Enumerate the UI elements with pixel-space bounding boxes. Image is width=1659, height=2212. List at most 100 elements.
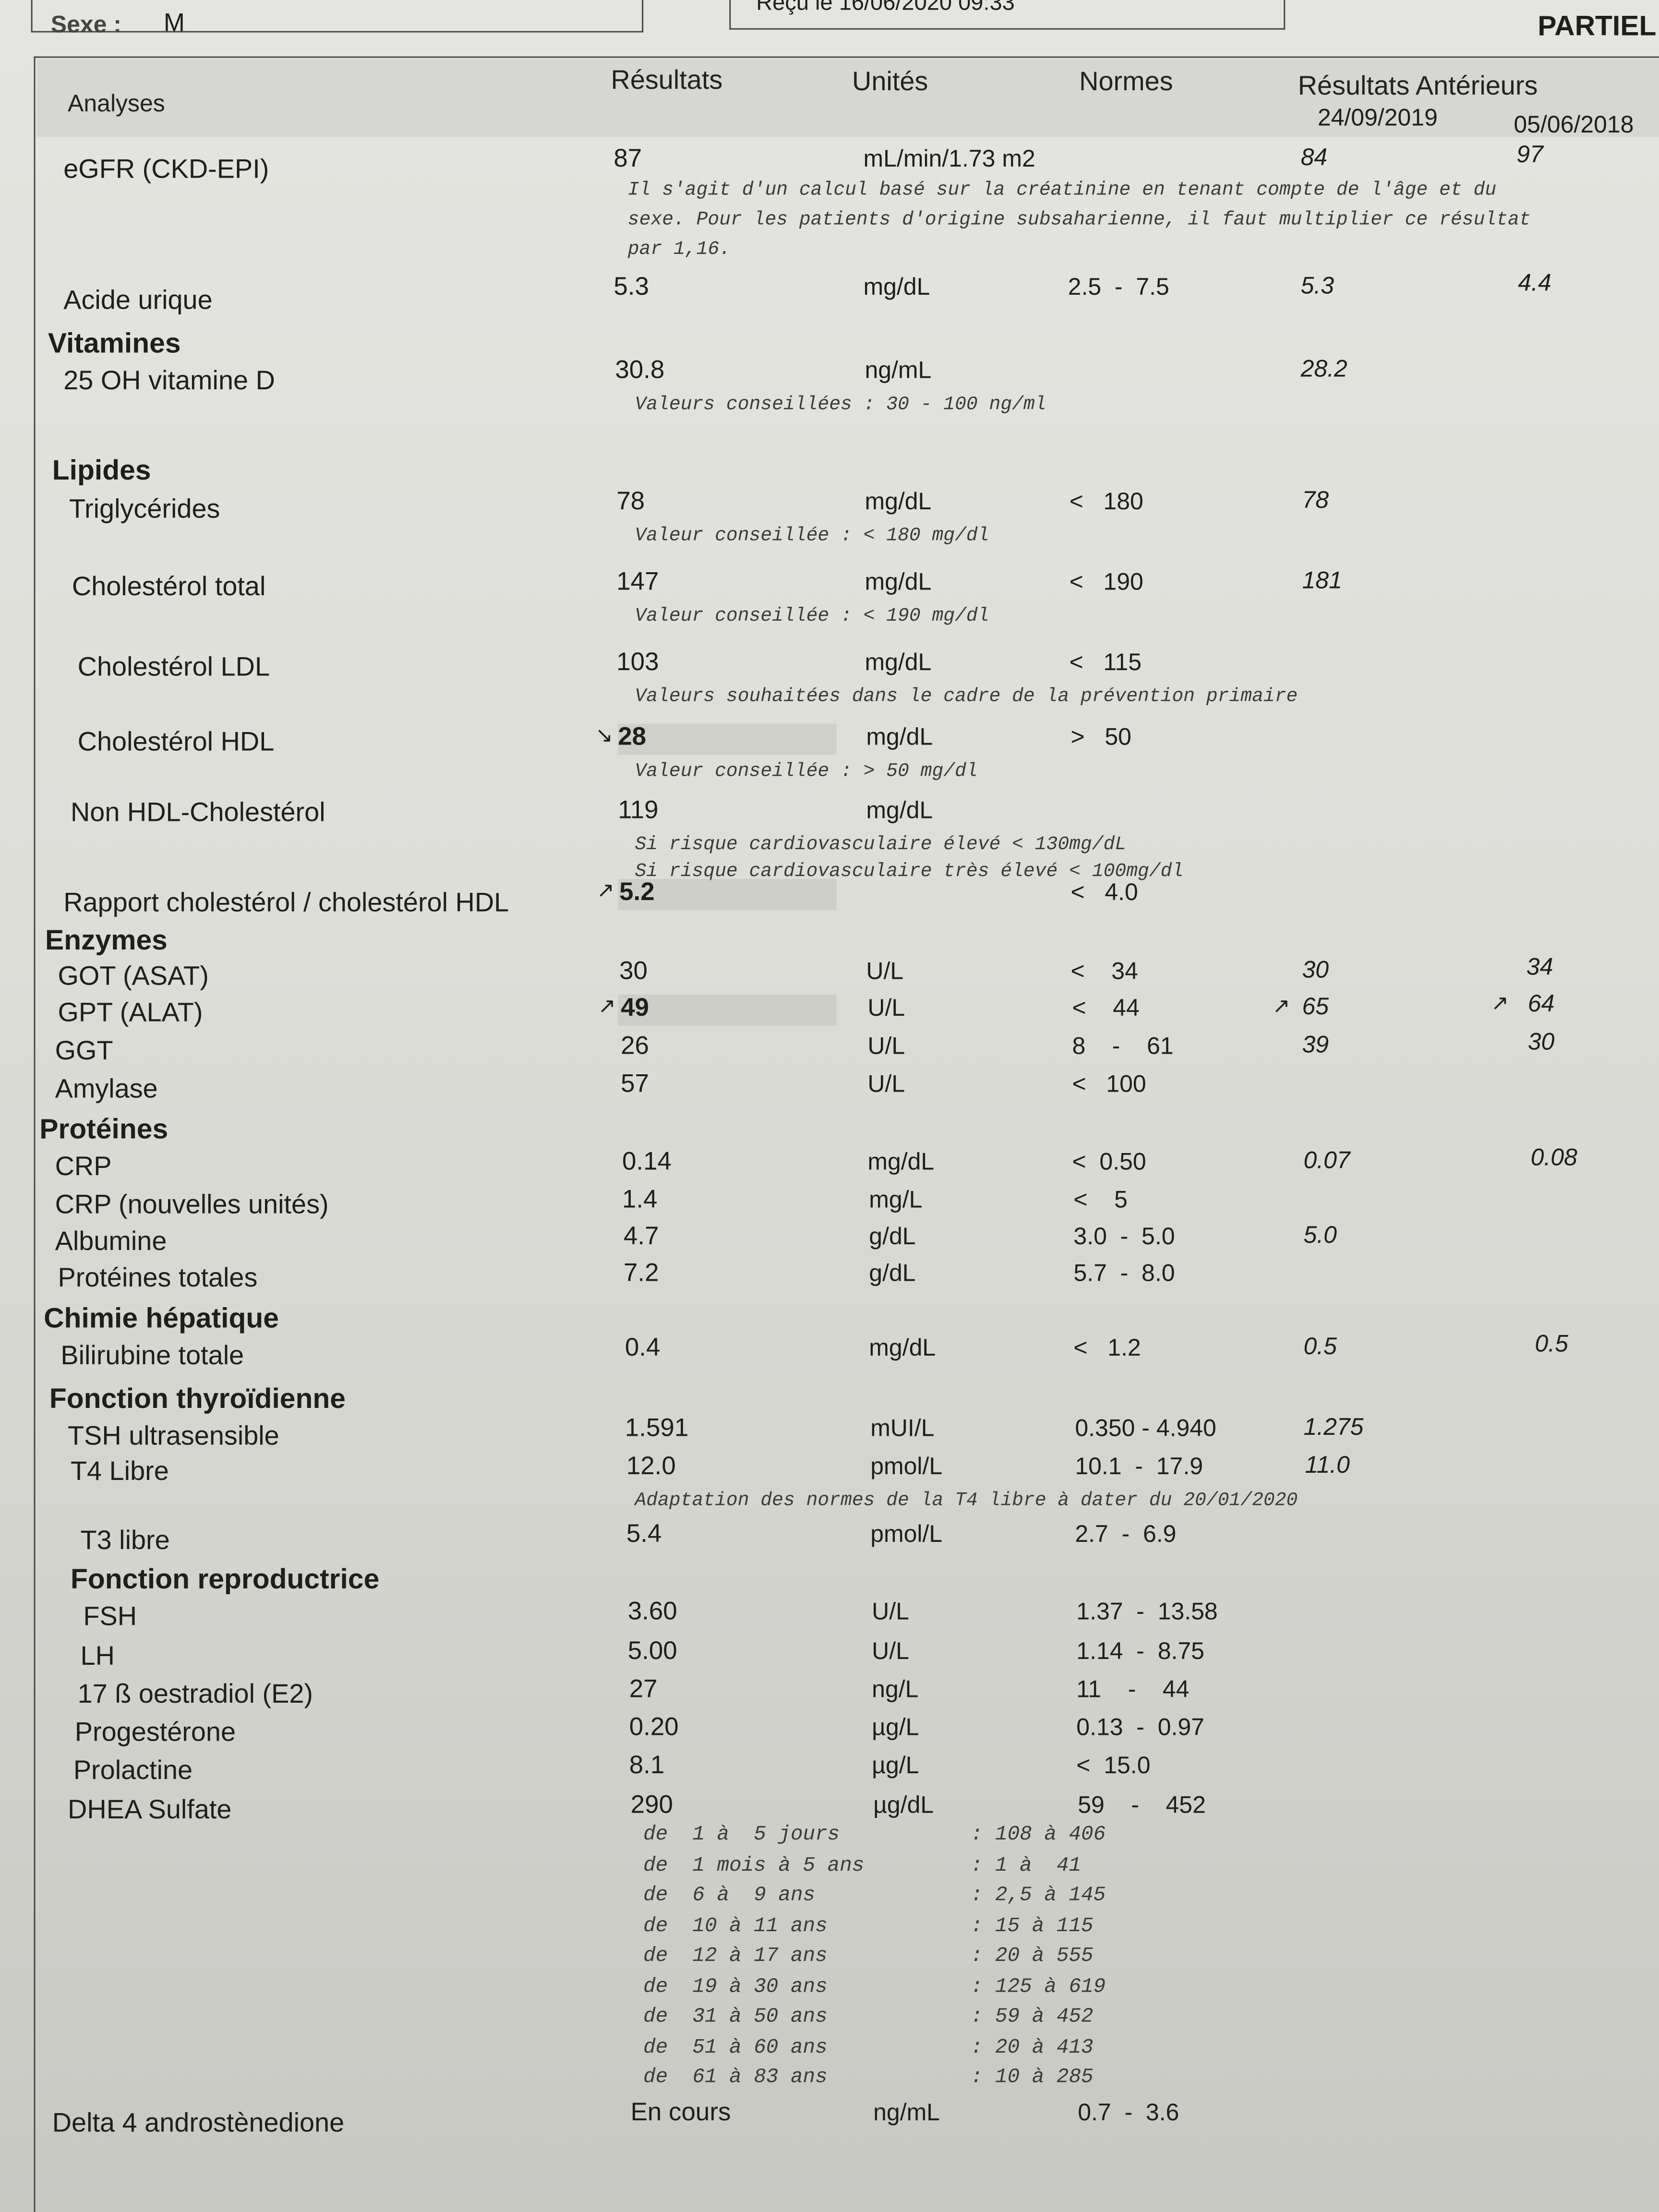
- analysis-name: DHEA Sulfate: [68, 1796, 232, 1826]
- previous-result-2: 0.08: [1530, 1144, 1577, 1171]
- abnormal-highlight: [618, 723, 837, 755]
- age-range-label: de 1 à 5 jours: [643, 1824, 840, 1847]
- unit: mg/dL: [865, 568, 932, 596]
- unit: µg/L: [872, 1714, 919, 1741]
- age-range-value: : 15 à 115: [970, 1915, 1094, 1938]
- age-range-label: de 19 à 30 ans: [643, 1975, 828, 1998]
- unit: ng/mL: [865, 357, 932, 384]
- reference-range: < 115: [1069, 649, 1142, 676]
- unit: pmol/L: [870, 1521, 943, 1548]
- result-value: 27: [629, 1674, 658, 1703]
- col-results: Résultats: [611, 66, 723, 96]
- analysis-name: GGT: [55, 1037, 113, 1067]
- analysis-note: Valeurs conseillées : 30 - 100 ng/ml: [635, 395, 1046, 416]
- result-value: 87: [613, 144, 642, 172]
- col-previous: Résultats Antérieurs: [1298, 72, 1538, 102]
- previous-result-2: 34: [1526, 953, 1553, 981]
- analysis-note: Valeur conseillée : > 50 mg/dl: [635, 761, 978, 783]
- age-range-value: : 125 à 619: [970, 1975, 1106, 1998]
- age-range-label: de 6 à 9 ans: [643, 1885, 816, 1908]
- unit: µg/dL: [873, 1791, 934, 1819]
- unit: mg/dL: [865, 488, 932, 515]
- reference-range: 1.37 - 13.58: [1076, 1598, 1218, 1625]
- unit: mg/dL: [865, 649, 932, 676]
- reference-range: < 0.50: [1072, 1148, 1146, 1176]
- result-value: 5.2: [619, 877, 655, 906]
- reference-range: 2.7 - 6.9: [1075, 1521, 1177, 1548]
- unit: U/L: [867, 1033, 905, 1060]
- age-range-label: de 12 à 17 ans: [643, 1945, 828, 1968]
- result-value: 49: [621, 993, 649, 1022]
- reference-range: < 44: [1072, 994, 1140, 1022]
- age-range-value: : 1 à 41: [970, 1854, 1082, 1877]
- section-heading: Vitamines: [48, 328, 181, 360]
- unit: mg/dL: [867, 1148, 935, 1176]
- reference-range: 59 - 452: [1078, 1791, 1206, 1819]
- unit: pmol/L: [870, 1453, 943, 1480]
- previous-abnormal-arrow-icon: ↗: [1491, 991, 1509, 1016]
- sex-value: M: [163, 8, 185, 37]
- result-value: 1.4: [622, 1185, 658, 1214]
- result-value: 5.00: [627, 1636, 677, 1665]
- header-band: [36, 59, 1659, 137]
- col-units: Unités: [852, 68, 928, 97]
- reference-range: < 180: [1069, 488, 1143, 515]
- reference-range: 2.5 - 7.5: [1068, 274, 1169, 301]
- analysis-name: Acide urique: [63, 286, 213, 316]
- analysis-name: Albumine: [55, 1227, 167, 1257]
- previous-result-1: 84: [1300, 144, 1328, 171]
- reference-range: < 190: [1069, 568, 1143, 596]
- patient-info-box: [31, 0, 644, 33]
- section-heading: Enzymes: [45, 925, 168, 957]
- analysis-note: Valeur conseillée : < 180 mg/dl: [635, 526, 989, 548]
- abnormal-arrow-icon: ↗: [597, 878, 615, 903]
- analysis-name: Cholestérol LDL: [77, 653, 270, 683]
- unit: g/dL: [869, 1223, 916, 1250]
- reference-range: 3.0 - 5.0: [1073, 1223, 1175, 1250]
- unit: U/L: [867, 1070, 905, 1098]
- unit: U/L: [872, 1637, 909, 1665]
- reference-range: 11 - 44: [1076, 1676, 1190, 1703]
- age-range-value: : 108 à 406: [970, 1824, 1106, 1847]
- unit: g/dL: [869, 1260, 916, 1287]
- unit: mg/dL: [863, 274, 930, 301]
- age-range-value: : 59 à 452: [970, 2006, 1094, 2029]
- reference-range: 0.7 - 3.6: [1078, 2099, 1179, 2126]
- analysis-name: FSH: [83, 1602, 137, 1633]
- result-value: 57: [621, 1069, 649, 1098]
- result-value: 103: [616, 647, 659, 676]
- analysis-name: Protéines totales: [58, 1264, 258, 1294]
- previous-result-1: 30: [1302, 956, 1329, 984]
- analysis-name: TSH ultrasensible: [68, 1422, 279, 1452]
- analysis-name: Cholestérol total: [72, 573, 266, 602]
- age-range-value: : 20 à 555: [970, 1945, 1094, 1968]
- col-prev-date-2: 05/06/2018: [1514, 111, 1634, 139]
- result-value: 78: [616, 486, 645, 515]
- previous-result-1: 39: [1302, 1031, 1329, 1058]
- analysis-note: par 1,16.: [627, 240, 731, 261]
- age-range-value: : 20 à 413: [970, 2036, 1094, 2059]
- analysis-name: 17 ß oestradiol (E2): [77, 1680, 313, 1710]
- result-value: 7.2: [623, 1258, 659, 1287]
- previous-result-1: 5.3: [1300, 272, 1334, 300]
- abnormal-highlight: [618, 878, 837, 910]
- reference-range: 5.7 - 8.0: [1073, 1260, 1175, 1287]
- previous-abnormal-arrow-icon: ↗: [1272, 994, 1290, 1019]
- previous-result-1: 65: [1302, 993, 1329, 1020]
- result-value: 0.14: [622, 1147, 672, 1176]
- analysis-name: CRP (nouvelles unités): [55, 1190, 329, 1221]
- result-value: 119: [618, 795, 659, 824]
- result-value: 290: [630, 1790, 673, 1819]
- analysis-name: Triglycérides: [69, 495, 220, 525]
- reference-range: 0.13 - 0.97: [1076, 1714, 1204, 1741]
- result-value: En cours: [630, 2097, 731, 2126]
- previous-result-1: 1.275: [1303, 1413, 1364, 1441]
- previous-result-1: 11.0: [1305, 1452, 1350, 1479]
- analysis-note: Valeurs souhaitées dans le cadre de la p…: [635, 687, 1298, 709]
- previous-result-1: 0.07: [1303, 1147, 1350, 1174]
- reference-range: < 4.0: [1070, 878, 1138, 906]
- analysis-name: 25 OH vitamine D: [63, 367, 275, 397]
- previous-result-1: 78: [1302, 486, 1329, 514]
- unit: U/L: [866, 958, 904, 985]
